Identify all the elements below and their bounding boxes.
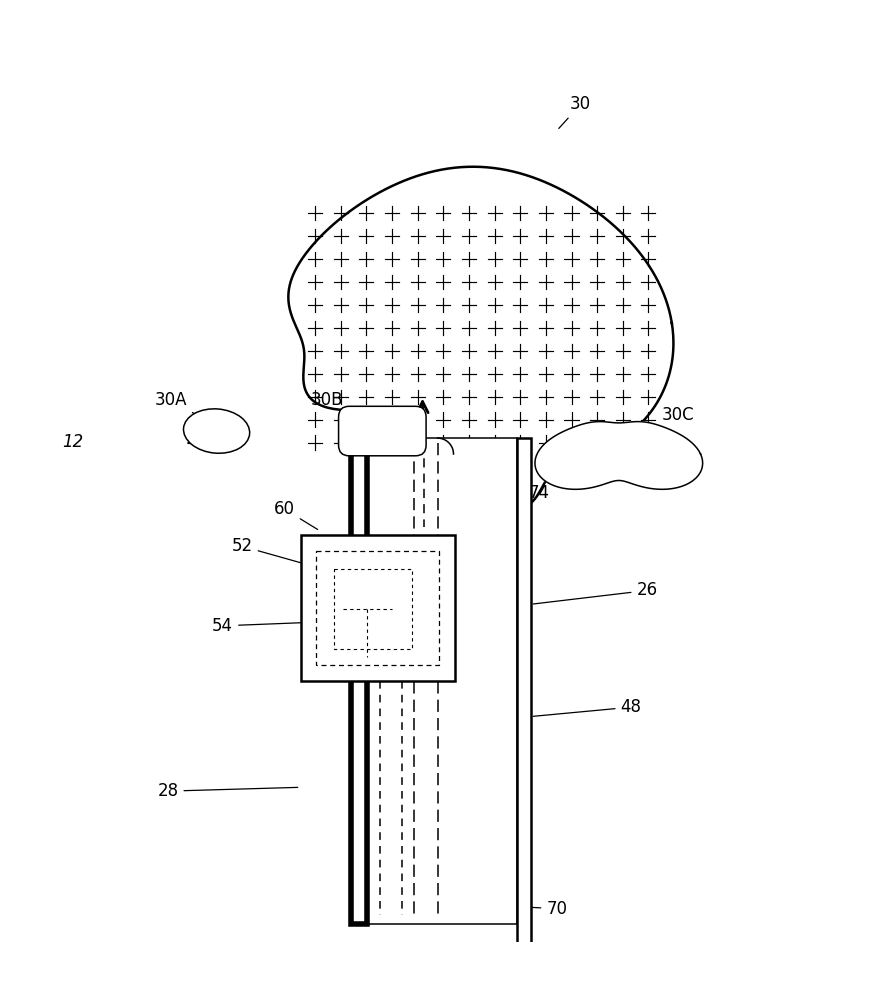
Bar [367,438,517,924]
FancyBboxPatch shape [339,406,426,456]
Text: 12: 12 [62,433,83,451]
Text: 28: 28 [157,782,298,800]
Text: 26: 26 [533,581,658,604]
Text: 60: 60 [274,500,317,529]
Ellipse shape [184,409,249,453]
Bar [301,535,455,681]
Polygon shape [535,422,703,489]
Text: 50: 50 [329,535,362,553]
Polygon shape [288,167,674,507]
Text: 30C: 30C [632,406,694,437]
Text: 74: 74 [471,484,550,508]
Text: 30: 30 [559,95,591,128]
Text: 30B: 30B [311,391,351,415]
Text: 70: 70 [487,900,568,918]
Text: 54: 54 [212,617,317,635]
Text: 76: 76 [405,484,426,509]
Text: 48: 48 [533,698,642,716]
Text: 30A: 30A [155,391,201,417]
Text: 72: 72 [442,444,481,462]
Bar [351,438,367,924]
Bar [334,569,412,649]
Bar [316,551,439,665]
Bar [517,438,531,962]
Text: 52: 52 [232,537,314,566]
